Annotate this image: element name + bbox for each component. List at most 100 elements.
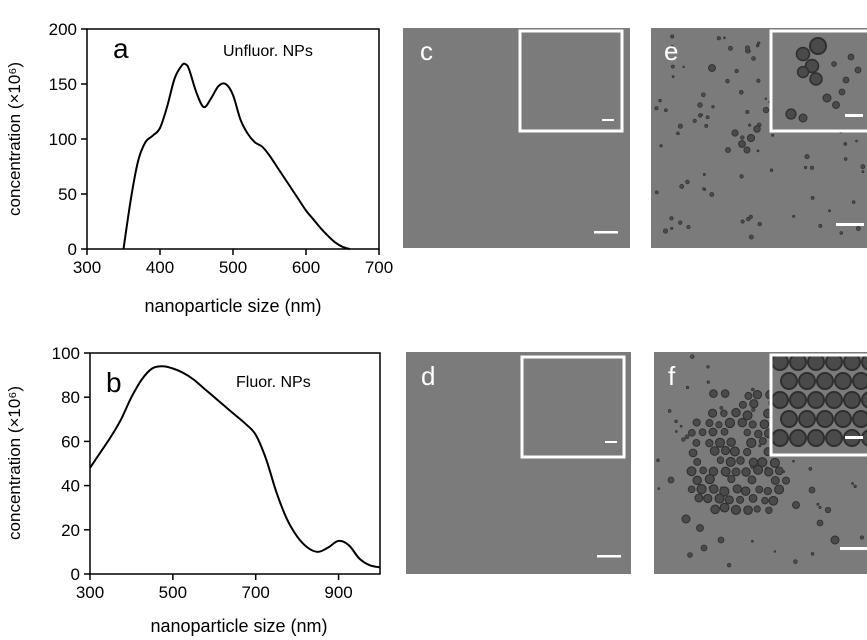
panel-b-x-tick-label: 700 — [242, 583, 270, 602]
particle — [769, 168, 774, 173]
panel-a-letter: a — [113, 33, 129, 64]
micrograph-d-letter: d — [421, 361, 435, 391]
panel-a-x-tick-label: 600 — [292, 258, 320, 277]
panel-b-y-tick-label: 0 — [71, 565, 80, 584]
panel-b-frame — [89, 352, 381, 575]
particle — [667, 409, 672, 413]
particle — [682, 65, 685, 69]
particle — [763, 486, 772, 496]
particle — [751, 387, 755, 392]
particle — [825, 355, 843, 371]
particle — [700, 544, 708, 552]
panel-b-y-tick-label: 40 — [61, 477, 80, 496]
particle — [809, 72, 823, 86]
particle — [860, 164, 866, 170]
particle — [684, 434, 690, 440]
particle — [828, 209, 831, 213]
particle — [764, 467, 774, 477]
particle — [685, 179, 690, 185]
particle — [816, 410, 834, 428]
particle — [692, 475, 702, 486]
micrograph-f-letter: f — [668, 361, 676, 391]
particle — [678, 220, 683, 225]
micrograph-f-inset-scalebar — [845, 436, 863, 439]
particle — [727, 475, 736, 484]
particle — [674, 419, 678, 424]
particle — [852, 372, 867, 390]
particle — [834, 372, 852, 390]
micrograph-f: f — [654, 352, 867, 574]
particle — [664, 108, 668, 113]
particle — [698, 428, 707, 437]
micrograph-e-inset-scalebar — [845, 114, 863, 117]
particle — [686, 466, 697, 477]
micrograph-f-scalebar — [840, 547, 867, 550]
panel-b-y-tick-label: 20 — [61, 521, 80, 540]
panel-b-x-tick-label: 900 — [324, 583, 352, 602]
particle — [724, 417, 736, 429]
particle — [710, 504, 720, 515]
panel-a-y-axis-label: concentration (×10⁶) — [5, 62, 24, 216]
particle — [832, 101, 840, 109]
particle — [736, 495, 745, 504]
particle — [696, 524, 704, 532]
particle — [720, 466, 731, 477]
particle — [818, 505, 822, 509]
panel-b-x-axis-label: nanoparticle size (nm) — [150, 616, 327, 636]
particle — [692, 118, 697, 123]
particle — [761, 496, 769, 505]
panel-b-letter: b — [106, 367, 122, 398]
panel-b-x-tick-label: 500 — [159, 583, 187, 602]
particle — [839, 231, 843, 235]
particle — [742, 410, 753, 421]
particle — [822, 93, 832, 103]
particle — [709, 192, 715, 197]
particle — [762, 106, 770, 114]
particle — [734, 68, 739, 74]
particle — [697, 102, 703, 108]
particle — [789, 355, 807, 371]
particle — [743, 146, 751, 154]
particle — [681, 437, 686, 442]
particle — [749, 399, 759, 409]
particle — [692, 418, 701, 427]
micrograph-e-scalebar — [836, 223, 864, 226]
particle — [670, 45, 674, 48]
particle — [853, 484, 857, 488]
micrograph-c-image — [403, 28, 630, 248]
particle — [771, 391, 789, 409]
particle — [780, 410, 798, 428]
particle — [810, 195, 815, 200]
panel-a-series-line — [122, 62, 351, 250]
particle — [693, 458, 702, 466]
particle — [676, 131, 680, 136]
particle — [859, 535, 865, 540]
particle — [726, 562, 732, 568]
particle — [804, 58, 820, 74]
particle — [739, 174, 744, 179]
particle — [670, 64, 675, 69]
particle — [755, 485, 764, 494]
particle — [724, 495, 734, 505]
particle — [725, 147, 731, 153]
particle — [688, 428, 696, 437]
particle — [740, 135, 745, 140]
particle — [704, 473, 715, 485]
particle — [830, 535, 840, 545]
particle — [810, 552, 815, 556]
particle — [708, 408, 718, 418]
micrograph-c: c — [403, 28, 630, 248]
particle — [751, 407, 756, 412]
particle — [855, 139, 858, 143]
particle — [852, 410, 867, 428]
particle — [696, 484, 707, 495]
particle — [756, 149, 760, 153]
panel-b-y-axis-label: concentration (×10⁶) — [5, 386, 24, 540]
panel-b-series-line — [89, 365, 381, 569]
particle — [771, 133, 775, 137]
micrograph-d-inset-box — [520, 355, 626, 459]
panel-b-chart: b Fluor. NPs 0 20 40 60 80 100 300 500 700 900 n… — [5, 344, 381, 636]
particle — [729, 446, 740, 457]
particle — [708, 427, 718, 437]
particle — [816, 519, 824, 527]
